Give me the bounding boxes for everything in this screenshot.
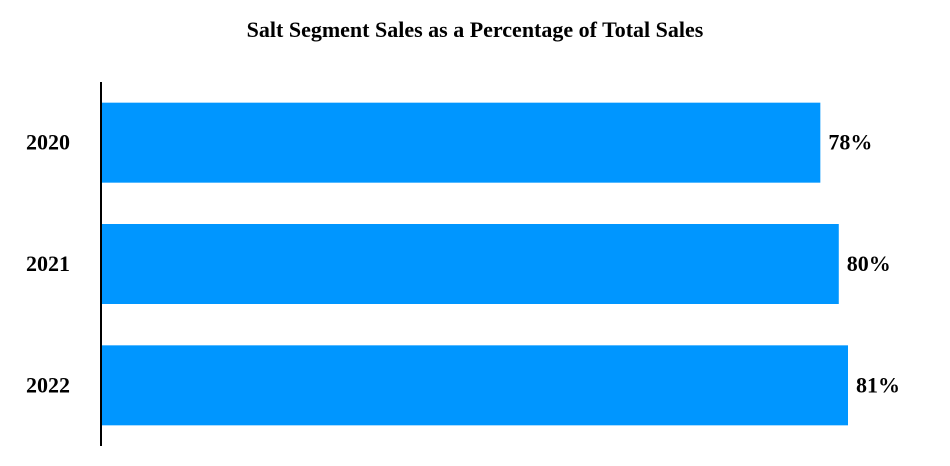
value-label: 81% — [856, 372, 900, 397]
value-label: 78% — [828, 130, 872, 155]
bar — [102, 345, 848, 426]
bar — [102, 224, 839, 304]
y-tick-label: 2021 — [26, 251, 70, 276]
y-tick-label: 2020 — [26, 130, 70, 155]
y-tick-label: 2022 — [26, 372, 70, 397]
chart-title: Salt Segment Sales as a Percentage of To… — [247, 17, 704, 42]
bar — [102, 102, 821, 183]
value-label: 80% — [847, 251, 891, 276]
